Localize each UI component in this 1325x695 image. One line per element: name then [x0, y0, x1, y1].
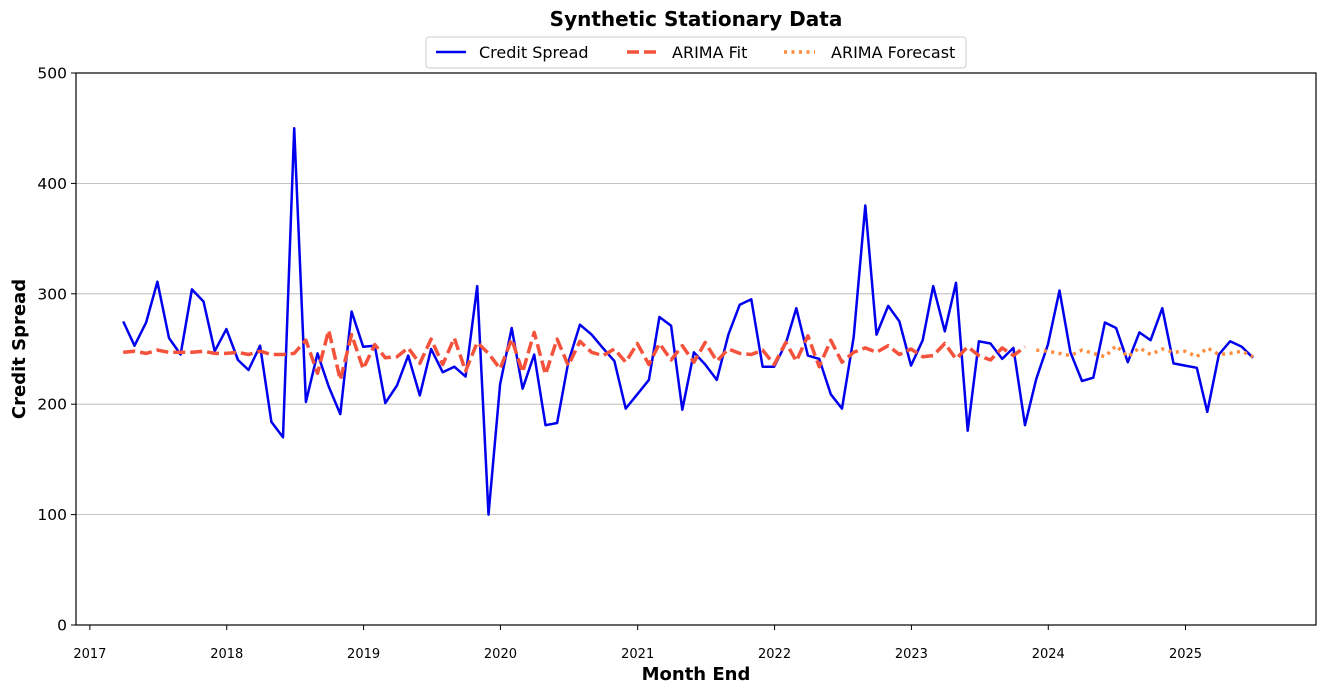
y-tick-label: 500	[37, 65, 67, 83]
legend-label-arima-forecast: ARIMA Forecast	[831, 43, 955, 62]
x-tick-label: 2018	[210, 647, 243, 662]
y-tick-label: 400	[37, 175, 67, 193]
legend: Credit Spread ARIMA Fit ARIMA Forecast	[425, 36, 967, 69]
x-tick-label: 2019	[347, 647, 380, 662]
x-tick-label: 2025	[1169, 647, 1202, 662]
x-tick-label: 2023	[895, 647, 928, 662]
series-line-credit-spread	[122, 126, 1254, 516]
x-axis-label: Month End	[642, 664, 751, 685]
legend-box	[425, 36, 967, 69]
legend-label-arima-fit: ARIMA Fit	[672, 43, 747, 62]
x-axis-ticks: 2017 2018 2019 2020 2021 2022 2023 2024 2025	[73, 625, 1202, 662]
legend-label-credit-spread: Credit Spread	[479, 43, 589, 62]
plot-frame	[75, 72, 1317, 626]
y-tick-label: 100	[37, 506, 67, 524]
y-axis-label: Credit Spread	[9, 279, 30, 419]
x-tick-label: 2020	[484, 647, 517, 662]
x-tick-label: 2021	[621, 647, 654, 662]
gridlines	[76, 182, 1316, 515]
y-tick-label: 200	[37, 396, 67, 414]
y-tick-label: 0	[57, 617, 67, 635]
x-tick-label: 2024	[1032, 647, 1065, 662]
x-tick-label: 2017	[73, 647, 106, 662]
chart-title: Synthetic Stationary Data	[550, 7, 843, 31]
series-line-arima-forecast	[1036, 343, 1254, 359]
series-line-arima-fit	[123, 328, 1027, 382]
series-layer	[122, 126, 1254, 516]
x-tick-label: 2022	[758, 647, 791, 662]
y-tick-label: 300	[37, 285, 67, 303]
y-axis-ticks: 0 100 200 300 400 500	[37, 65, 76, 635]
